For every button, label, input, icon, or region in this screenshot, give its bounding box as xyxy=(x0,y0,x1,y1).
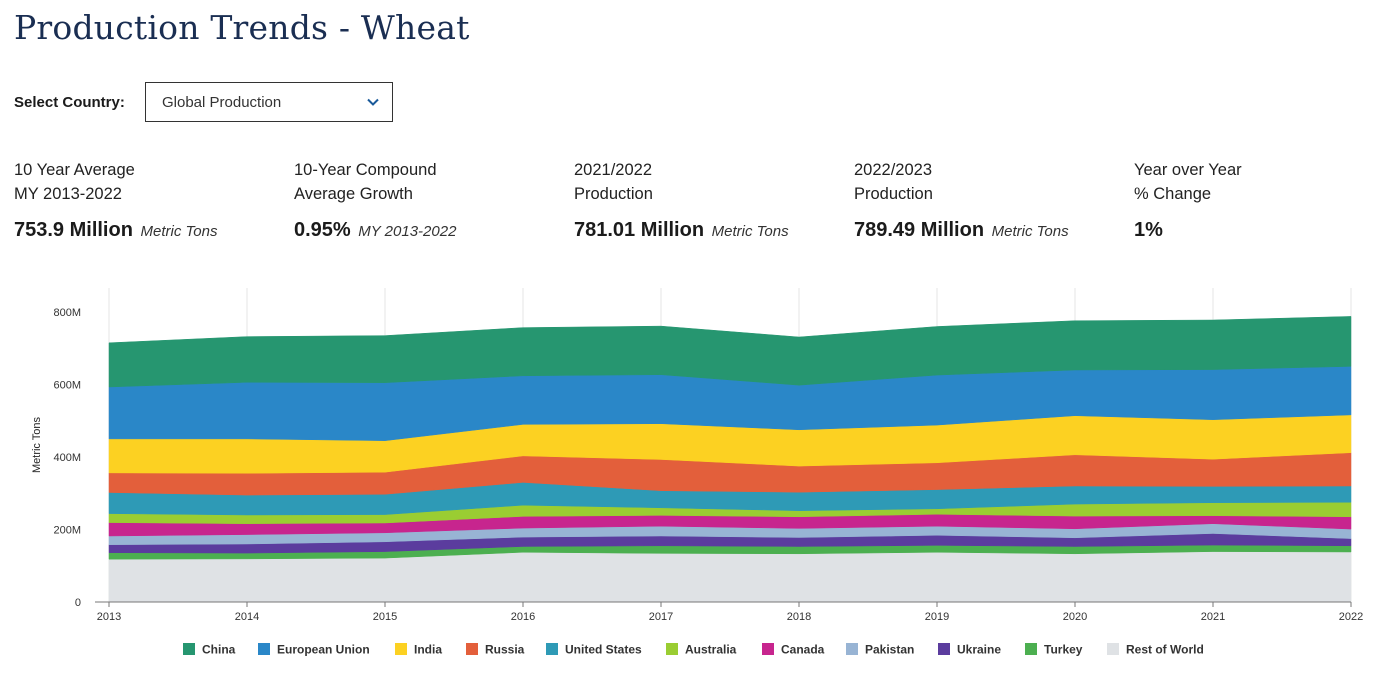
country-select-value: Global Production xyxy=(162,94,282,111)
legend-swatch xyxy=(1107,643,1119,655)
x-tick-label: 2018 xyxy=(787,611,811,623)
stat-value-row: 781.01 Million Metric Tons xyxy=(574,219,844,242)
x-tick-label: 2020 xyxy=(1063,611,1087,623)
stat-unit: Metric Tons xyxy=(140,223,218,240)
stat-label: Production xyxy=(854,185,933,203)
stat-value-row: 789.49 Million Metric Tons xyxy=(854,219,1124,242)
legend-swatch xyxy=(546,643,558,655)
x-tick-label: 2017 xyxy=(649,611,673,623)
stat-value: 781.01 Million xyxy=(574,219,705,241)
stat-value: 1% xyxy=(1134,219,1163,241)
stat-value-row: 0.95% MY 2013-2022 xyxy=(294,219,564,242)
legend-swatch xyxy=(762,643,774,655)
stat-value-row: 1% xyxy=(1134,219,1387,242)
stat-ten-year-average: 10 Year Average MY 2013-2022 753.9 Milli… xyxy=(14,158,284,242)
y-tick-label: 400M xyxy=(53,452,81,464)
stat-label: % Change xyxy=(1134,185,1212,203)
legend-swatch xyxy=(846,643,858,655)
legend-label: Ukraine xyxy=(957,643,1001,657)
x-tick-label: 2021 xyxy=(1201,611,1225,623)
legend-item-turkey[interactable]: Turkey xyxy=(1025,643,1083,657)
legend-label: Pakistan xyxy=(865,643,914,657)
legend-item-canada[interactable]: Canada xyxy=(762,643,825,657)
legend-swatch xyxy=(1025,643,1037,655)
page-title: Production Trends - Wheat xyxy=(14,8,470,47)
area-series-china[interactable] xyxy=(108,316,1352,388)
stat-value: 0.95% xyxy=(294,219,351,241)
legend-swatch xyxy=(466,643,478,655)
stat-label: Average Growth xyxy=(294,185,413,203)
legend-item-china[interactable]: China xyxy=(183,643,236,657)
stat-2022-production: 2022/2023 Production 789.49 Million Metr… xyxy=(854,158,1124,242)
legend-swatch xyxy=(258,643,270,655)
legend-swatch xyxy=(395,643,407,655)
legend-label: Rest of World xyxy=(1126,643,1204,657)
legend-item-european-union[interactable]: European Union xyxy=(258,643,370,657)
stat-value-row: 753.9 Million Metric Tons xyxy=(14,219,284,242)
y-tick-label: 200M xyxy=(53,525,81,537)
stat-unit: Metric Tons xyxy=(991,223,1069,240)
legend-item-pakistan[interactable]: Pakistan xyxy=(846,643,914,657)
legend-label: European Union xyxy=(277,643,370,657)
chart-areas xyxy=(108,316,1352,603)
stat-value: 753.9 Million xyxy=(14,219,133,241)
legend-item-australia[interactable]: Australia xyxy=(666,643,737,657)
legend-item-india[interactable]: India xyxy=(395,643,442,657)
stat-2021-production: 2021/2022 Production 781.01 Million Metr… xyxy=(574,158,844,242)
legend-item-rest-of-world[interactable]: Rest of World xyxy=(1107,643,1204,657)
stat-unit: MY 2013-2022 xyxy=(358,223,457,240)
chart-legend: China European Union India Russia United Sta… xyxy=(183,643,1204,657)
y-axis-title: Metric Tons xyxy=(31,416,43,473)
x-tick-label: 2013 xyxy=(97,611,121,623)
stat-label: MY 2013-2022 xyxy=(14,185,122,203)
y-tick-label: 600M xyxy=(53,380,81,392)
x-tick-label: 2015 xyxy=(373,611,397,623)
legend-swatch xyxy=(666,643,678,655)
y-tick-label: 0 xyxy=(75,597,81,609)
stat-compound-growth: 10-Year Compound Average Growth 0.95% MY… xyxy=(294,158,564,242)
country-select[interactable]: Global Production xyxy=(145,82,393,122)
legend-label: India xyxy=(414,643,442,657)
stat-label: Year over Year xyxy=(1134,161,1242,179)
legend-item-ukraine[interactable]: Ukraine xyxy=(938,643,1001,657)
legend-label: Canada xyxy=(781,643,825,657)
legend-item-united-states[interactable]: United States xyxy=(546,643,642,657)
production-area-chart: 2013 2014 2015 2016 2017 2018 2019 2020 2021 2022… xyxy=(31,288,1363,657)
stat-label: 10-Year Compound xyxy=(294,161,437,179)
legend-swatch xyxy=(183,643,195,655)
chart-axes: 2013 2014 2015 2016 2017 2018 2019 2020 2021 2022… xyxy=(53,307,1363,623)
stat-label: 2022/2023 xyxy=(854,161,932,179)
legend-label: Turkey xyxy=(1044,643,1083,657)
stat-unit: Metric Tons xyxy=(711,223,789,240)
legend-label: Russia xyxy=(485,643,525,657)
y-tick-label: 800M xyxy=(53,307,81,319)
x-tick-label: 2016 xyxy=(511,611,535,623)
stat-year-over-year: Year over Year % Change 1% xyxy=(1134,158,1387,242)
stat-value: 789.49 Million xyxy=(854,219,985,241)
legend-swatch xyxy=(938,643,950,655)
area-series-rest-of-world[interactable] xyxy=(108,551,1352,603)
x-tick-label: 2022 xyxy=(1339,611,1363,623)
legend-item-russia[interactable]: Russia xyxy=(466,643,525,657)
x-tick-label: 2014 xyxy=(235,611,259,623)
stat-label: Production xyxy=(574,185,653,203)
stat-label: 10 Year Average xyxy=(14,161,135,179)
stat-label: 2021/2022 xyxy=(574,161,652,179)
legend-label: Australia xyxy=(685,643,737,657)
x-tick-label: 2019 xyxy=(925,611,949,623)
legend-label: China xyxy=(202,643,236,657)
chevron-down-icon xyxy=(367,98,379,106)
select-country-label: Select Country: xyxy=(14,94,125,111)
legend-label: United States xyxy=(565,643,642,657)
